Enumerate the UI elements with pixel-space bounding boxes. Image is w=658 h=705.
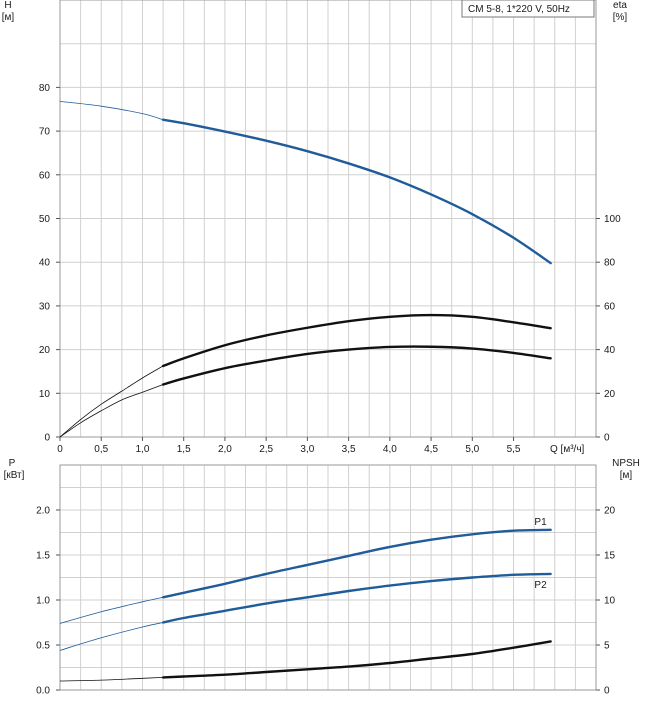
- y-right-tick-label: 10: [604, 596, 616, 607]
- y-left-tick-label: 80: [39, 83, 51, 94]
- y-right-tick-label: 40: [604, 345, 616, 356]
- y-left-tick-label: 20: [39, 345, 51, 356]
- p2-curve-extrapolated: [59, 622, 164, 651]
- y-left-tick-label: 10: [39, 389, 51, 400]
- h-curve: [161, 118, 552, 265]
- x-tick-label: 5,0: [465, 444, 479, 455]
- npsh-curve: [161, 640, 552, 679]
- x-tick-label: 2,0: [218, 444, 232, 455]
- x-tick-label: 1,5: [177, 444, 191, 455]
- eta-total-curve-extrapolated: [59, 384, 164, 438]
- eta-total-curve: [161, 345, 552, 386]
- y-right-axis-title: eta: [613, 0, 627, 11]
- y-left-tick-label: 0.0: [36, 686, 50, 697]
- series-layer: [59, 100, 552, 682]
- y-right-tick-label: 100: [604, 214, 621, 225]
- y-left-tick-label: 30: [39, 301, 51, 312]
- chart-title: CM 5-8, 1*220 V, 50Hz: [468, 4, 570, 15]
- x-axis-label: Q [м³/ч]: [550, 444, 585, 455]
- y-right-tick-label: 0: [604, 433, 610, 444]
- y-right-axis-title: NPSH: [612, 458, 640, 469]
- bottom-plot-frame: [59, 464, 597, 691]
- y-left-tick-label: 50: [39, 214, 51, 225]
- y-left-tick-label: 0.5: [36, 641, 50, 652]
- eta-pump-curve-extrapolated: [59, 365, 164, 438]
- y-left-tick-label: 70: [39, 127, 51, 138]
- eta-pump-curve: [161, 313, 552, 368]
- grid-layer: [60, 0, 596, 690]
- series-label-p2: P2: [534, 580, 547, 591]
- x-tick-label: 5,5: [507, 444, 521, 455]
- y-left-tick-label: 60: [39, 170, 51, 181]
- y-left-axis-unit: [кВт]: [4, 470, 25, 481]
- x-tick-label: 3,0: [300, 444, 314, 455]
- y-left-tick-label: 1.5: [36, 551, 50, 562]
- y-left-axis-unit: [м]: [2, 12, 15, 23]
- y-left-tick-label: 2.0: [36, 506, 50, 517]
- y-right-tick-label: 0: [604, 686, 610, 697]
- y-left-axis-title: P: [9, 458, 16, 469]
- y-right-tick-label: 15: [604, 551, 616, 562]
- y-left-tick-label: 0: [44, 433, 50, 444]
- y-right-tick-label: 5: [604, 641, 610, 652]
- y-right-tick-label: 20: [604, 389, 616, 400]
- y-right-axis-unit: [%]: [613, 12, 628, 23]
- p1-curve: [161, 528, 552, 599]
- x-tick-label: 4,0: [383, 444, 397, 455]
- p1-curve-extrapolated: [59, 596, 164, 624]
- x-tick-label: 4,5: [424, 444, 438, 455]
- title-box: [461, 0, 595, 18]
- y-left-tick-label: 40: [39, 258, 51, 269]
- y-right-tick-label: 80: [604, 258, 616, 269]
- axes-layer: [56, 0, 600, 691]
- x-tick-label: 1,0: [136, 444, 150, 455]
- x-tick-label: 0,5: [94, 444, 108, 455]
- npsh-curve-extrapolated: [59, 677, 164, 682]
- series-label-p1: P1: [534, 517, 547, 528]
- x-tick-label: 3,5: [342, 444, 356, 455]
- y-left-tick-label: 1.0: [36, 596, 50, 607]
- p2-curve: [161, 572, 552, 624]
- y-right-tick-label: 60: [604, 301, 616, 312]
- x-tick-label: 0: [57, 444, 63, 455]
- x-tick-label: 2,5: [259, 444, 273, 455]
- h-curve-extrapolated: [59, 100, 164, 121]
- y-left-axis-title: H: [4, 0, 11, 11]
- y-right-axis-unit: [м]: [620, 470, 633, 481]
- y-right-tick-label: 20: [604, 506, 616, 517]
